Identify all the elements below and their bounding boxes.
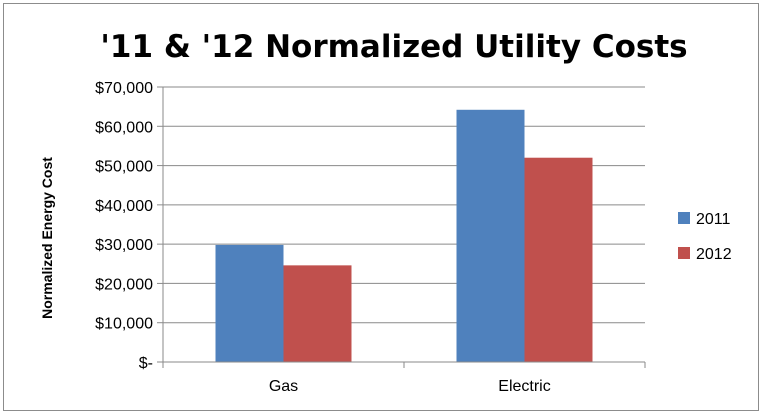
bars	[215, 109, 593, 363]
y-tick-label: $50,000	[95, 159, 153, 176]
x-tick-labels: Gas Electric	[269, 378, 551, 395]
y-tick-label: $20,000	[95, 276, 153, 293]
chart-frame	[3, 3, 759, 411]
bar-2011-electric	[456, 109, 525, 363]
legend-label-2011: 2011	[696, 211, 731, 228]
bar-2012-gas	[283, 265, 352, 362]
legend-swatch-2012	[678, 247, 690, 259]
chart-title: '11 & '12 Normalized Utility Costs	[100, 29, 687, 65]
y-tick-labels: $- $10,000 $20,000 $30,000 $40,000 $50,000 $60…	[95, 80, 153, 372]
y-tick-label: $40,000	[95, 198, 153, 215]
legend-label-2012: 2012	[696, 246, 732, 263]
bar-2011-gas	[215, 244, 284, 362]
x-tick-label: Gas	[269, 378, 298, 395]
x-tick-label: Electric	[498, 378, 550, 395]
y-tick-label: $70,000	[95, 80, 153, 97]
y-tick-label: $-	[139, 355, 153, 372]
legend-swatch-2011	[678, 212, 690, 224]
y-axis-label: Normalized Energy Cost	[39, 157, 55, 319]
legend: 2011 2012	[678, 211, 732, 263]
bar-2012-electric	[524, 157, 593, 362]
y-tick-label: $10,000	[95, 316, 153, 333]
y-tick-label: $30,000	[95, 237, 153, 254]
y-tick-label: $60,000	[95, 119, 153, 136]
axes	[162, 87, 646, 368]
